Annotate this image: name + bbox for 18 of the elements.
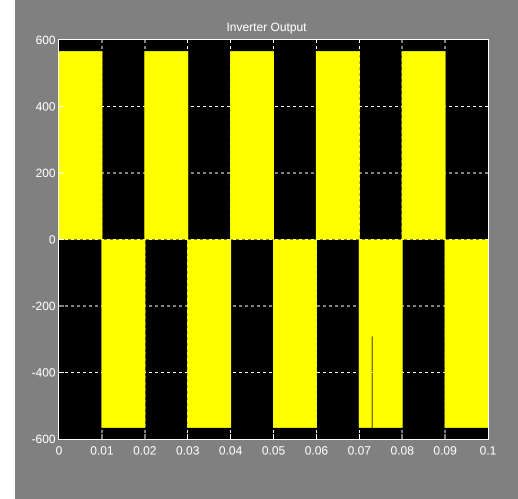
x-tick-label: 0.07 — [348, 443, 372, 458]
y-tick-label: 600 — [36, 33, 56, 48]
x-tick-label: 0.1 — [480, 443, 497, 458]
x-tick-label: 0.06 — [304, 443, 328, 458]
y-tick-label: -600 — [32, 432, 56, 446]
x-tick-label: 0.01 — [90, 443, 114, 458]
chart-title: Inverter Output — [226, 20, 308, 34]
x-tick-label: 0.09 — [433, 443, 458, 458]
x-tick-label: 0.04 — [218, 443, 243, 458]
y-tick-label: -200 — [32, 299, 56, 314]
y-tick-label: 200 — [36, 166, 56, 180]
x-tick-label: 0.03 — [176, 443, 200, 458]
x-tick-label: 0.05 — [262, 443, 286, 458]
y-tick-label: -400 — [32, 366, 56, 380]
y-tick-label: 0 — [48, 232, 56, 247]
y-tick-label: 400 — [36, 100, 56, 114]
x-tick-label: 0.08 — [390, 443, 414, 458]
x-tick-label: 0.02 — [133, 443, 157, 458]
